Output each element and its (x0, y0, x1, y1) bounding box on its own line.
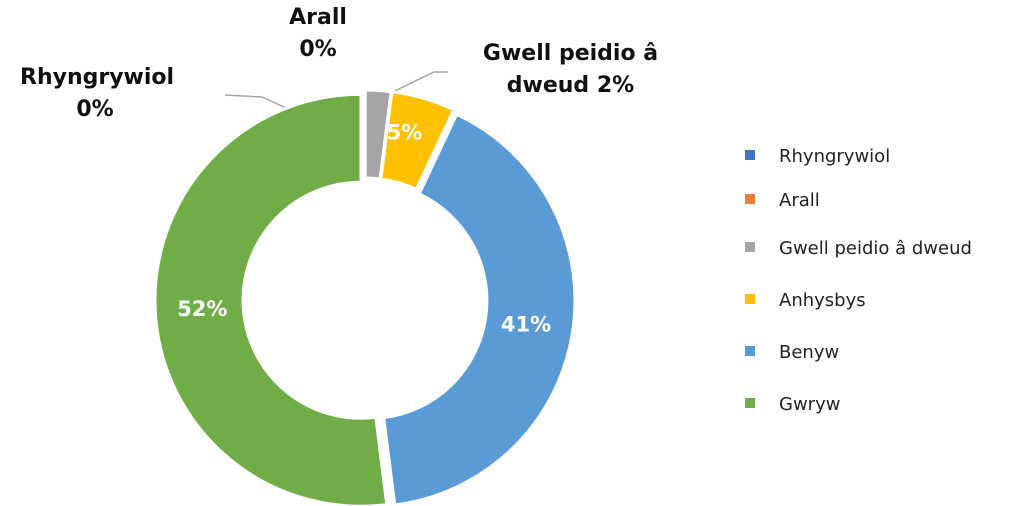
legend-label: Benyw (779, 342, 840, 363)
legend-entry: Benyw (745, 341, 839, 365)
legend-label: Arall (779, 190, 820, 211)
slice (382, 112, 577, 506)
category-name: Gwell peidio â dweud (482, 41, 659, 98)
category-name: Arall (289, 5, 347, 30)
legend-entry: Arall (745, 189, 820, 213)
legend-swatch (745, 242, 755, 252)
value-label: 0% (299, 37, 337, 62)
legend-label: Gwryw (779, 394, 841, 415)
outside-label: Gwell peidio â dweud 2% (478, 38, 663, 102)
outside-label: Arall 0% (258, 2, 378, 66)
slice (153, 92, 389, 506)
legend-entry: Gwryw (745, 393, 840, 417)
legend-label: Anhysbys (779, 290, 866, 311)
legend-label: Gwell peidio â dweud (779, 238, 972, 259)
legend-swatch (745, 346, 755, 356)
data-label: 41% (501, 312, 551, 336)
data-label: 52% (177, 297, 227, 321)
data-label: 5% (387, 120, 423, 144)
legend-label: Rhyngrywiol (779, 146, 891, 167)
outside-label: Rhyngrywiol 0% (20, 62, 175, 126)
legend-entry: Anhysbys (745, 289, 866, 313)
legend-swatch (745, 150, 755, 160)
value-label: 2% (596, 73, 635, 98)
legend-swatch (745, 398, 755, 408)
value-label: 0% (76, 97, 114, 122)
legend-entry: Gwell peidio â dweud (745, 237, 972, 261)
legend-entry: Rhyngrywiol (745, 145, 890, 169)
legend-swatch (745, 194, 755, 204)
legend-swatch (745, 294, 755, 304)
category-name: Rhyngrywiol (20, 65, 175, 90)
slice (379, 90, 456, 192)
